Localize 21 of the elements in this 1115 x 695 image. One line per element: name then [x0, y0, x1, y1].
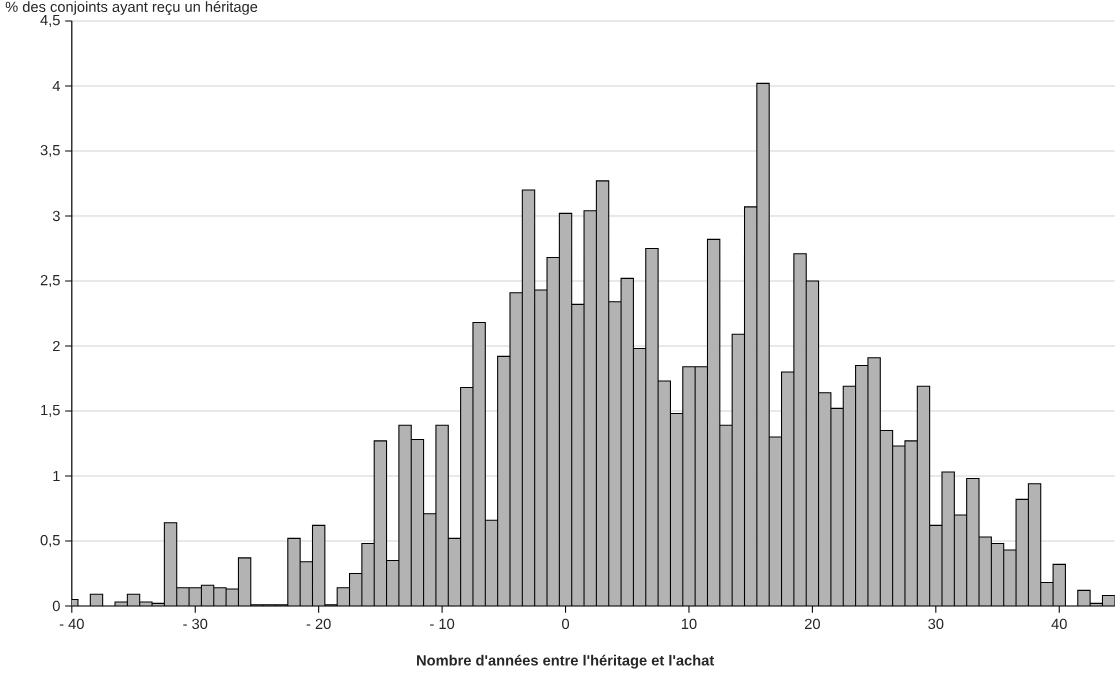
x-tick-label: 20 [804, 618, 820, 630]
y-tick-label: 2 [53, 340, 60, 352]
y-tick-label: 2,5 [40, 274, 60, 288]
y-tick-label: 0 [52, 600, 60, 612]
y-tick-label: 1 [53, 470, 60, 482]
y-tick-label: 4 [52, 80, 60, 92]
x-tick-label: 30 [928, 618, 944, 630]
y-tick-label: 3,5 [40, 144, 60, 158]
x-tick-label: 40 [1051, 618, 1067, 630]
x-axis-title: Nombre d'années entre l'héritage et l'achat [417, 654, 715, 669]
y-tick-label: 0,5 [40, 534, 60, 548]
y-axis-title: % des conjoints ayant reçu un héritage [5, 1, 258, 15]
x-tick-label: - 30 [183, 618, 208, 630]
y-tick-label: 1,5 [41, 405, 60, 417]
x-tick-label: 10 [681, 618, 697, 630]
x-tick-label: - 10 [430, 618, 455, 630]
y-tick-label: 3 [52, 210, 60, 222]
y-tick-label: 4,5 [40, 15, 60, 27]
x-tick-label: - 20 [306, 618, 331, 630]
x-tick-label: - 40 [59, 618, 84, 630]
x-tick-label: 0 [562, 618, 570, 630]
